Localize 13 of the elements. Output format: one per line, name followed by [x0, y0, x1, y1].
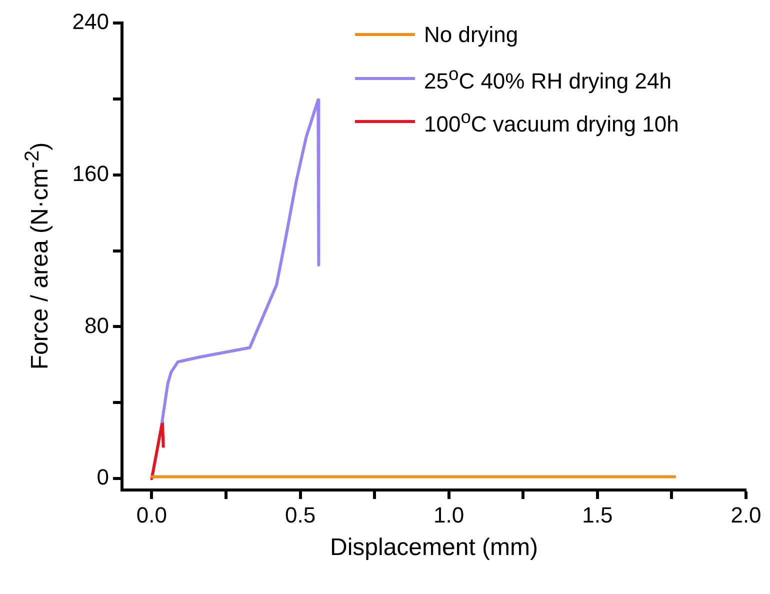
x-tick-label: 0.5	[284, 502, 316, 528]
x-tick-label: 0.0	[136, 502, 168, 528]
legend-label: 100$^{o}$C vacuum drying 10h	[424, 106, 679, 138]
x-tick-label: 2.0	[730, 502, 762, 528]
x-axis-title: Displacement (mm)	[330, 534, 538, 562]
y-tick-label: 240	[72, 9, 109, 34]
y-tick-label: 0	[96, 464, 109, 490]
y-tick-label: 80	[84, 312, 109, 338]
x-tick-label: 1.0	[434, 502, 464, 528]
legend-label: No drying	[424, 22, 518, 48]
legend-label: 25$^{o}$C 40% RH drying 24h	[424, 62, 672, 94]
x-tick-label: 1.5	[582, 502, 613, 528]
y-tick-label: 160	[72, 160, 109, 186]
